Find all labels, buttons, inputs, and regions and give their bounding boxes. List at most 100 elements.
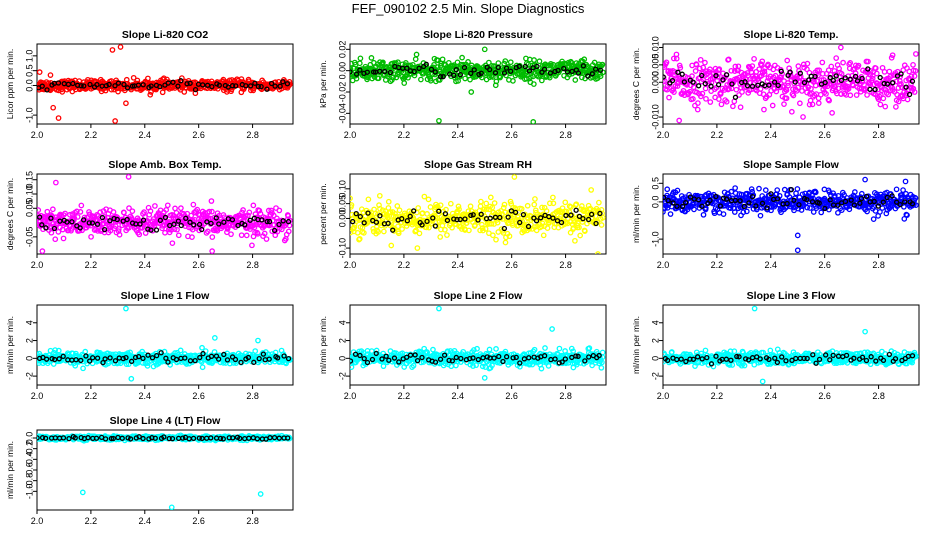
panel-title: Slope Li-820 CO2 bbox=[122, 29, 209, 41]
data-point-black bbox=[525, 223, 532, 230]
data-point bbox=[700, 211, 707, 218]
data-point-black bbox=[889, 80, 896, 86]
data-point bbox=[807, 205, 813, 211]
x-tick-label: 2.4 bbox=[139, 391, 152, 401]
data-point bbox=[436, 77, 443, 83]
data-point-black bbox=[56, 356, 62, 362]
data-point bbox=[727, 205, 734, 212]
data-point-black bbox=[582, 358, 588, 364]
data-point-black bbox=[906, 91, 913, 98]
x-tick-label: 2.6 bbox=[192, 260, 205, 270]
data-point-black bbox=[148, 227, 154, 233]
data-point-black bbox=[182, 355, 188, 361]
data-point-black bbox=[43, 356, 50, 362]
data-point-black bbox=[898, 71, 904, 77]
series-points bbox=[350, 46, 606, 124]
data-point bbox=[786, 194, 793, 200]
x-tick-label: 2.8 bbox=[246, 391, 259, 401]
data-point bbox=[97, 209, 104, 216]
x-tick-label: 2.4 bbox=[139, 260, 152, 270]
data-point bbox=[828, 63, 835, 70]
data-point bbox=[745, 90, 752, 96]
data-point bbox=[702, 347, 709, 354]
data-point-black bbox=[251, 359, 257, 365]
data-point bbox=[48, 229, 55, 236]
data-point bbox=[460, 348, 467, 355]
data-point bbox=[254, 230, 261, 237]
data-point-black bbox=[187, 219, 193, 225]
data-point bbox=[402, 60, 409, 66]
data-point bbox=[757, 212, 764, 219]
data-point-black bbox=[128, 358, 135, 364]
data-point-black bbox=[884, 194, 890, 201]
data-point-black bbox=[484, 354, 490, 360]
data-point bbox=[412, 56, 419, 63]
data-point bbox=[886, 68, 893, 75]
data-point-black bbox=[242, 222, 248, 228]
x-tick-label: 2.2 bbox=[711, 391, 724, 401]
data-point bbox=[380, 363, 387, 370]
data-point-black bbox=[428, 66, 435, 73]
data-point bbox=[214, 227, 221, 234]
data-point bbox=[774, 84, 781, 91]
data-point-black bbox=[665, 197, 671, 204]
data-point bbox=[413, 51, 420, 58]
data-point-black bbox=[73, 357, 79, 363]
page-title: FEF_090102 2.5 Min. Slope Diagnostics bbox=[351, 1, 585, 16]
data-point bbox=[356, 60, 363, 67]
y-tick-label: 0.05 bbox=[24, 200, 34, 218]
data-point-black bbox=[804, 196, 810, 203]
data-point bbox=[129, 208, 136, 215]
data-point bbox=[831, 68, 838, 74]
outlier-point bbox=[838, 44, 844, 51]
data-point-black bbox=[200, 82, 206, 88]
data-point-black bbox=[233, 83, 239, 89]
data-point bbox=[702, 59, 708, 66]
data-point-black bbox=[256, 355, 262, 362]
outlier-point bbox=[209, 248, 216, 254]
data-point bbox=[730, 103, 736, 110]
data-point-black bbox=[755, 82, 761, 88]
x-tick-label: 2.0 bbox=[31, 391, 44, 401]
data-point bbox=[380, 59, 386, 66]
data-point bbox=[804, 204, 811, 211]
data-point-black bbox=[669, 77, 676, 84]
data-point bbox=[781, 101, 787, 107]
data-point-black bbox=[564, 69, 571, 75]
data-point-black bbox=[94, 355, 101, 361]
data-point bbox=[250, 202, 257, 209]
data-point bbox=[694, 106, 701, 113]
outlier-point bbox=[862, 176, 868, 183]
data-point-black bbox=[39, 83, 45, 89]
y-tick-label: 4 bbox=[24, 320, 34, 325]
data-point bbox=[375, 75, 382, 82]
data-point-black bbox=[848, 197, 854, 203]
data-point-black bbox=[165, 80, 171, 86]
data-point bbox=[539, 204, 545, 211]
data-point-black bbox=[487, 215, 493, 221]
data-point bbox=[240, 207, 246, 213]
data-point-black bbox=[187, 80, 193, 86]
x-tick-label: 2.6 bbox=[192, 130, 205, 140]
data-point-black bbox=[675, 69, 681, 75]
y-axis-label: ml/min per min. bbox=[631, 185, 641, 243]
data-point bbox=[44, 208, 51, 215]
data-point-black bbox=[416, 65, 422, 71]
data-point bbox=[59, 89, 66, 95]
data-point-black bbox=[432, 69, 438, 75]
data-point-black bbox=[48, 215, 54, 221]
outlier-point bbox=[673, 51, 680, 58]
outlier-point bbox=[125, 174, 132, 180]
data-point-black bbox=[510, 355, 516, 361]
data-point-black bbox=[812, 73, 818, 80]
data-point bbox=[351, 224, 358, 231]
data-point-black bbox=[153, 227, 160, 233]
data-point-black bbox=[424, 218, 430, 224]
data-point-black bbox=[871, 198, 877, 205]
data-point-black bbox=[561, 65, 567, 72]
data-point bbox=[386, 210, 393, 216]
data-point bbox=[530, 81, 537, 87]
data-point bbox=[664, 186, 671, 193]
data-point bbox=[493, 78, 500, 85]
